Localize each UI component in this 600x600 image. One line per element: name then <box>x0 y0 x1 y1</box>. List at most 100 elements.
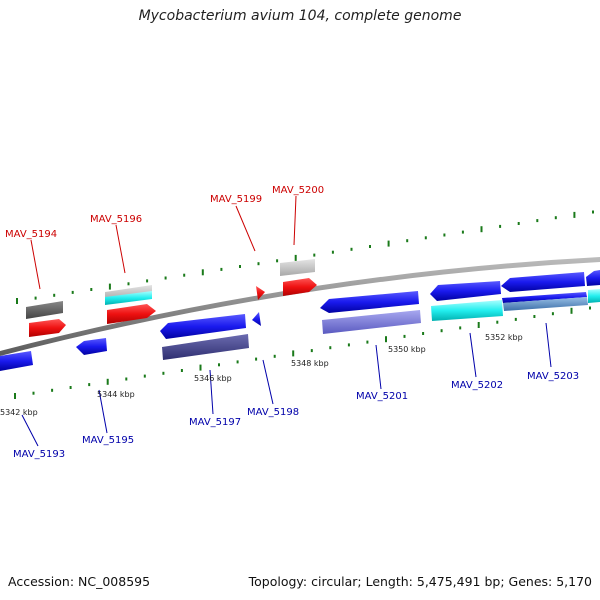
genome-summary-text: Topology: circular; Length: 5,475,491 bp… <box>248 574 592 589</box>
plus-leader-lines <box>30 195 297 290</box>
gene-label-plus[interactable]: MAV_5194 <box>5 229 57 240</box>
minor-tick <box>88 383 91 387</box>
minor-tick <box>347 343 350 347</box>
minor-tick <box>406 239 409 243</box>
minor-tick <box>366 340 369 344</box>
minor-tick <box>125 377 128 381</box>
minor-tick <box>459 326 462 330</box>
minor-tick <box>536 219 539 223</box>
minor-tick <box>310 349 313 353</box>
major-tick <box>477 322 480 328</box>
major-tick <box>16 298 18 304</box>
gene-MAV_5196[interactable] <box>105 285 156 324</box>
major-tick <box>387 240 390 247</box>
gene-label-plus[interactable]: MAV_5196 <box>90 214 142 225</box>
gene-label-minus[interactable]: MAV_5198 <box>247 407 299 418</box>
minor-tick <box>403 334 406 338</box>
major-tick <box>385 336 387 343</box>
minor-tick <box>143 374 146 378</box>
gene-MAV_5195[interactable] <box>76 338 107 355</box>
gene-MAV_5198[interactable] <box>252 312 261 326</box>
minor-tick <box>329 346 332 350</box>
gene-MAV_5194[interactable] <box>26 301 66 337</box>
gene-label-minus[interactable]: MAV_5203 <box>527 371 579 382</box>
major-tick <box>106 378 109 385</box>
major-tick <box>480 226 483 233</box>
major-tick <box>294 254 297 261</box>
coord-label: 5344 kbp <box>97 390 135 399</box>
minor-tick <box>146 279 149 283</box>
minor-tick <box>422 332 425 335</box>
major-tick <box>570 307 573 314</box>
minor-tick <box>514 317 517 321</box>
major-tick <box>108 283 111 290</box>
minor-tick <box>183 273 186 277</box>
major-tick <box>199 364 202 371</box>
gene-MAV_5201[interactable] <box>320 291 421 334</box>
major-tick <box>14 393 16 399</box>
coord-label: 5346 kbp <box>194 374 232 383</box>
gene-MAV_5200[interactable] <box>280 259 317 296</box>
gene-MAV_5197[interactable] <box>160 314 249 360</box>
gene-label-minus[interactable]: MAV_5195 <box>82 435 134 446</box>
minor-tick <box>71 290 74 294</box>
minor-tick <box>517 222 520 225</box>
coordinate-labels: 5342 kbp 5344 kbp 5346 kbp 5348 kbp 5350… <box>0 333 523 417</box>
minus-gene-labels: MAV_5193 MAV_5195 MAV_5197 MAV_5198 MAV_… <box>13 371 579 460</box>
minor-tick <box>53 293 56 297</box>
minor-tick <box>90 288 93 291</box>
minor-tick <box>220 267 223 271</box>
gene-MAV_5193[interactable] <box>0 351 33 371</box>
major-tick <box>292 350 295 357</box>
gene-MAV_5203[interactable] <box>501 270 600 311</box>
minor-tick <box>273 354 276 358</box>
gene-label-plus[interactable]: MAV_5200 <box>272 185 324 196</box>
plus-strand-tick-track <box>16 210 594 304</box>
coord-label: 5348 kbp <box>291 359 329 368</box>
gene-label-minus[interactable]: MAV_5202 <box>451 380 503 391</box>
minor-tick <box>276 259 279 263</box>
minor-tick <box>255 357 258 361</box>
gene-label-minus[interactable]: MAV_5201 <box>356 391 408 402</box>
minor-tick <box>127 282 130 286</box>
minor-tick <box>440 329 443 333</box>
minor-tick <box>443 233 446 237</box>
minor-tick <box>350 247 353 251</box>
minor-tick <box>236 360 239 364</box>
gene-label-minus[interactable]: MAV_5193 <box>13 449 65 460</box>
major-tick <box>573 211 576 218</box>
map-title: Mycobacterium avium 104, complete genome <box>138 8 462 24</box>
minor-tick <box>496 320 499 324</box>
minor-tick <box>554 216 557 220</box>
gene-label-minus[interactable]: MAV_5197 <box>189 417 241 428</box>
minor-tick <box>369 245 371 248</box>
minor-tick <box>32 391 35 395</box>
minor-tick <box>34 296 37 300</box>
minor-tick <box>331 250 334 254</box>
coord-label: 5350 kbp <box>388 345 426 354</box>
minor-tick <box>239 265 241 268</box>
minor-tick <box>164 276 167 280</box>
gene-label-plus[interactable]: MAV_5199 <box>210 194 262 205</box>
minor-tick <box>551 312 554 316</box>
minor-tick <box>589 306 591 310</box>
minor-tick <box>218 363 220 367</box>
minor-tick <box>51 388 54 392</box>
minor-tick <box>257 262 260 266</box>
minor-tick <box>180 369 183 372</box>
plus-gene-labels: MAV_5194 MAV_5196 MAV_5199 MAV_5200 <box>5 185 324 240</box>
minor-tick <box>69 386 72 389</box>
coord-label: 5342 kbp <box>0 408 38 417</box>
coord-label: 5352 kbp <box>485 333 523 342</box>
minor-tick <box>162 371 165 375</box>
major-tick <box>201 269 204 276</box>
minus-strand-tick-track <box>14 306 591 399</box>
gene-MAV_5202[interactable] <box>430 281 503 321</box>
accession-text: Accession: NC_008595 <box>8 574 151 589</box>
gene-MAV_5199[interactable] <box>256 286 265 300</box>
minus-leader-lines <box>21 322 552 447</box>
minor-tick <box>592 210 594 214</box>
minus-strand-features <box>0 270 600 371</box>
plus-strand-features <box>26 259 317 337</box>
